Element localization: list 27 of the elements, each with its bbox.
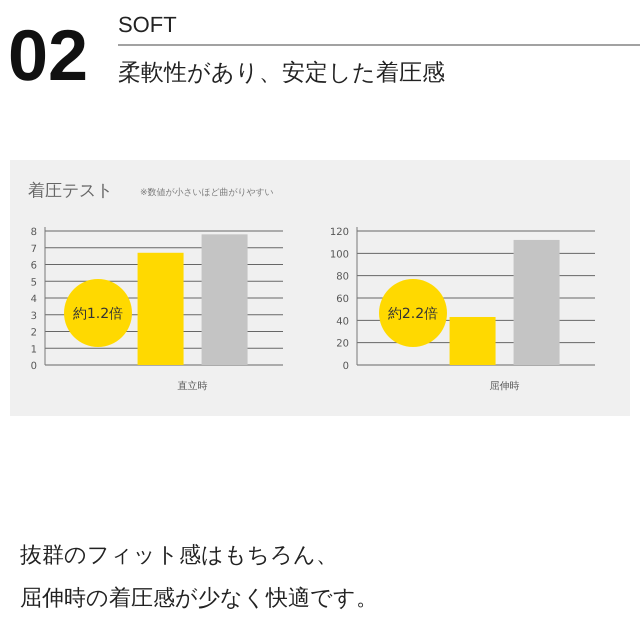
text: 02 [8, 16, 88, 96]
y-tick-label: 120 [330, 227, 349, 238]
y-tick-label: 8 [30, 227, 37, 238]
y-tick-label: 2 [30, 328, 37, 338]
annotation: 約1.2倍 [72, 306, 124, 322]
y-tick-label: 3 [30, 310, 37, 322]
y-tick-label: 0 [342, 361, 349, 372]
text: SOFT [118, 12, 177, 37]
y-tick-label: 100 [330, 249, 349, 260]
y-tick-label: 4 [30, 294, 37, 305]
y-tick-label: 0 [30, 361, 37, 372]
x-tick-label: 屈伸時 [490, 380, 520, 392]
annotation: 約2.2倍 [388, 306, 438, 322]
y-tick-label: 20 [336, 338, 349, 350]
text: 屈伸時の着圧感が少なく快適です。 [20, 586, 378, 611]
y-tick-label: 5 [30, 277, 37, 288]
y-tick-label: 40 [336, 316, 349, 328]
chart-title: 着圧テスト [28, 181, 113, 201]
y-tick-label: 1 [30, 344, 37, 356]
text: 柔軟性があり、安定した着圧感 [118, 60, 445, 86]
y-tick-label: 6 [30, 260, 37, 272]
y-tick-label: 7 [30, 244, 37, 255]
text: 抜群のフィット感はもちろん、 [20, 543, 338, 568]
y-tick-label: 80 [336, 272, 349, 283]
chart-subtitle: ※数値が小さいほど曲がりやすい [140, 187, 274, 198]
y-tick-label: 60 [336, 294, 349, 305]
x-tick-label: 直立時 [178, 380, 208, 392]
